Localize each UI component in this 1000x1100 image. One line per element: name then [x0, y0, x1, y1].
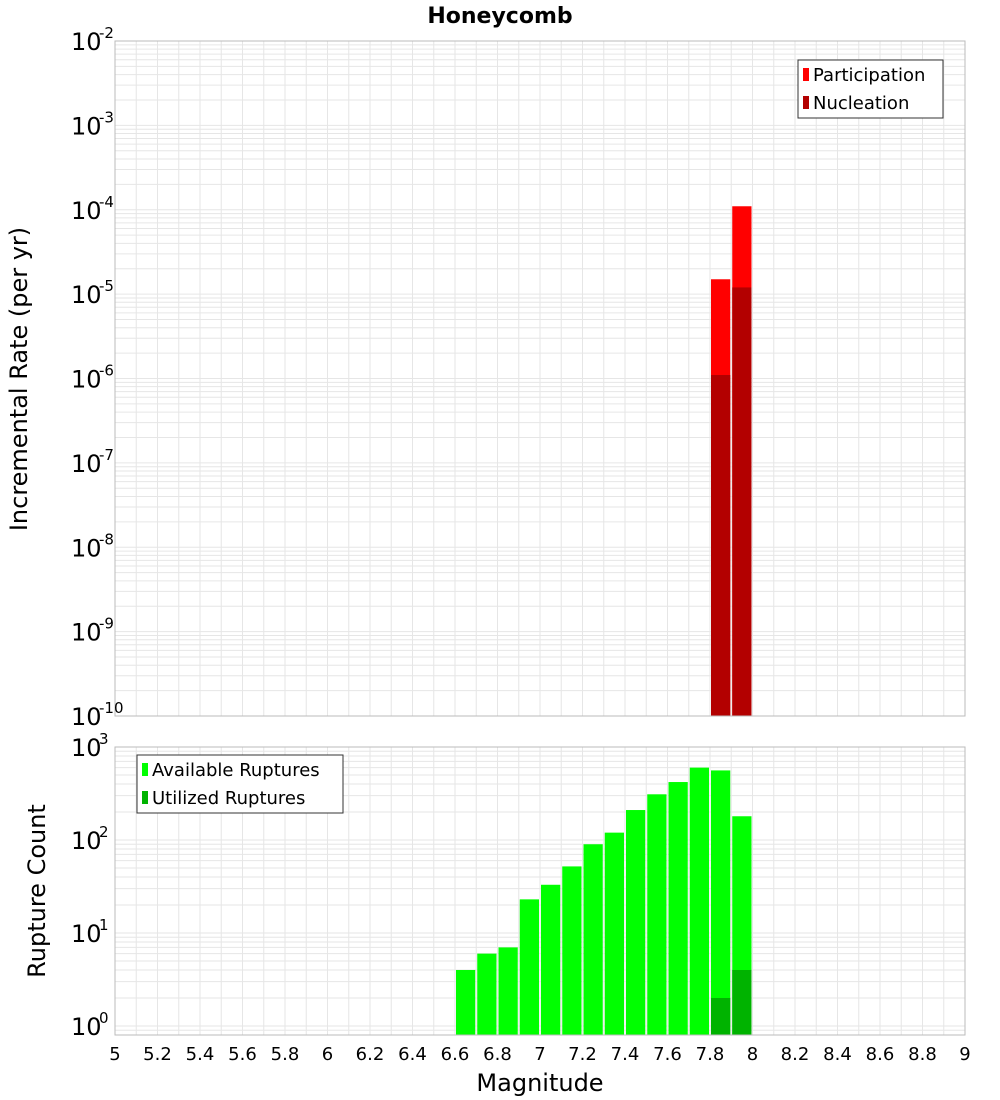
utilized-ruptures-bar	[711, 997, 731, 1035]
available-ruptures-bar	[583, 844, 603, 1035]
rate-chart-bars	[711, 206, 752, 716]
legend-swatch	[142, 791, 148, 804]
count-chart-legend: Available Ruptures Utilized Ruptures	[136, 754, 344, 814]
rate-chart-y-axis-label: Incremental Rate (per yr)	[5, 227, 33, 531]
x-tick-label: 5.8	[271, 1044, 300, 1065]
x-tick-label: 6.2	[356, 1044, 385, 1065]
legend-box	[797, 59, 944, 119]
y-tick-exponent: -2	[99, 24, 114, 42]
y-tick-exponent: 0	[99, 1009, 109, 1027]
legend-label: Nucleation	[813, 93, 909, 114]
y-tick-exponent: -3	[99, 108, 114, 126]
x-tick-label: 6.8	[483, 1044, 512, 1065]
y-tick-exponent: -5	[99, 277, 114, 295]
available-ruptures-bar	[604, 832, 624, 1035]
legend-box	[136, 754, 344, 814]
x-tick-label: 5.6	[228, 1044, 257, 1065]
y-tick-label: 10	[71, 197, 102, 225]
available-ruptures-bar	[541, 884, 561, 1035]
x-tick-label: 7.2	[568, 1044, 597, 1065]
legend-swatch	[803, 68, 809, 81]
x-tick-label: 7.6	[653, 1044, 682, 1065]
x-tick-label: 8.2	[781, 1044, 810, 1065]
available-ruptures-bar	[519, 899, 539, 1035]
legend-label: Participation	[813, 65, 925, 86]
available-ruptures-bar	[711, 770, 731, 1035]
x-tick-label: 9	[959, 1044, 970, 1065]
available-ruptures-bar	[668, 782, 688, 1035]
y-tick-label: 10	[71, 703, 102, 731]
available-ruptures-bar	[647, 794, 667, 1035]
legend-swatch	[803, 96, 809, 109]
rate-chart-frame	[114, 40, 966, 717]
count-chart-bars	[456, 767, 752, 1035]
count-chart-x-ticks: 5 5.2 5.4 5.6 5.8 6 6.2 6.4 6.6 6.8 7 7.2 7.4 7.6 7.8 8…	[109, 1044, 970, 1065]
legend-label: Utilized Ruptures	[152, 788, 305, 809]
rate-chart-grid	[114, 41, 966, 717]
y-tick-exponent: -4	[99, 193, 114, 211]
available-ruptures-bar	[477, 953, 497, 1035]
y-tick-exponent: 3	[99, 730, 109, 748]
legend-label: Available Ruptures	[152, 760, 320, 781]
y-tick-exponent: -6	[99, 362, 114, 380]
y-tick-exponent: -7	[99, 446, 114, 464]
y-tick-exponent: 1	[99, 916, 109, 934]
legend-swatch	[142, 763, 148, 776]
y-tick-exponent: -10	[99, 699, 124, 717]
y-tick-label: 10	[71, 827, 102, 855]
x-tick-label: 8.6	[866, 1044, 895, 1065]
y-tick-exponent: -8	[99, 530, 114, 548]
x-tick-label: 6.4	[398, 1044, 427, 1065]
count-chart-x-axis-label: Magnitude	[476, 1069, 603, 1097]
x-tick-label: 7.8	[696, 1044, 725, 1065]
count-chart-frame	[114, 746, 966, 1036]
available-ruptures-bar	[689, 767, 709, 1035]
x-tick-label: 6.6	[441, 1044, 470, 1065]
y-tick-label: 10	[71, 28, 102, 56]
nucleation-bar	[732, 287, 752, 716]
y-tick-label: 10	[71, 281, 102, 309]
utilized-ruptures-bar	[732, 969, 752, 1035]
available-ruptures-bar	[626, 810, 646, 1035]
x-tick-label: 5	[109, 1044, 120, 1065]
nucleation-bar	[711, 375, 731, 716]
y-tick-label: 10	[71, 920, 102, 948]
x-tick-label: 7.4	[611, 1044, 640, 1065]
y-tick-label: 10	[71, 112, 102, 140]
y-tick-label: 10	[71, 734, 102, 762]
x-tick-label: 8.8	[908, 1044, 937, 1065]
y-tick-label: 10	[71, 450, 102, 478]
y-tick-exponent: -9	[99, 615, 114, 633]
x-tick-label: 5.4	[186, 1044, 215, 1065]
count-chart-y-axis-label: Rupture Count	[23, 804, 51, 978]
available-ruptures-bar	[498, 947, 518, 1035]
chart-title: Honeycomb	[427, 4, 572, 29]
y-tick-label: 10	[71, 534, 102, 562]
y-tick-label: 10	[71, 619, 102, 647]
x-tick-label: 5.2	[143, 1044, 172, 1065]
x-tick-label: 8.4	[823, 1044, 852, 1065]
x-tick-label: 7	[534, 1044, 545, 1065]
x-tick-label: 6	[322, 1044, 333, 1065]
available-ruptures-bar	[562, 866, 582, 1035]
y-tick-label: 10	[71, 366, 102, 394]
y-tick-exponent: 2	[99, 823, 109, 841]
y-tick-label: 10	[71, 1013, 102, 1041]
available-ruptures-bar	[456, 969, 476, 1035]
rate-chart-legend: Participation Nucleation	[797, 59, 944, 119]
x-tick-label: 8	[747, 1044, 758, 1065]
